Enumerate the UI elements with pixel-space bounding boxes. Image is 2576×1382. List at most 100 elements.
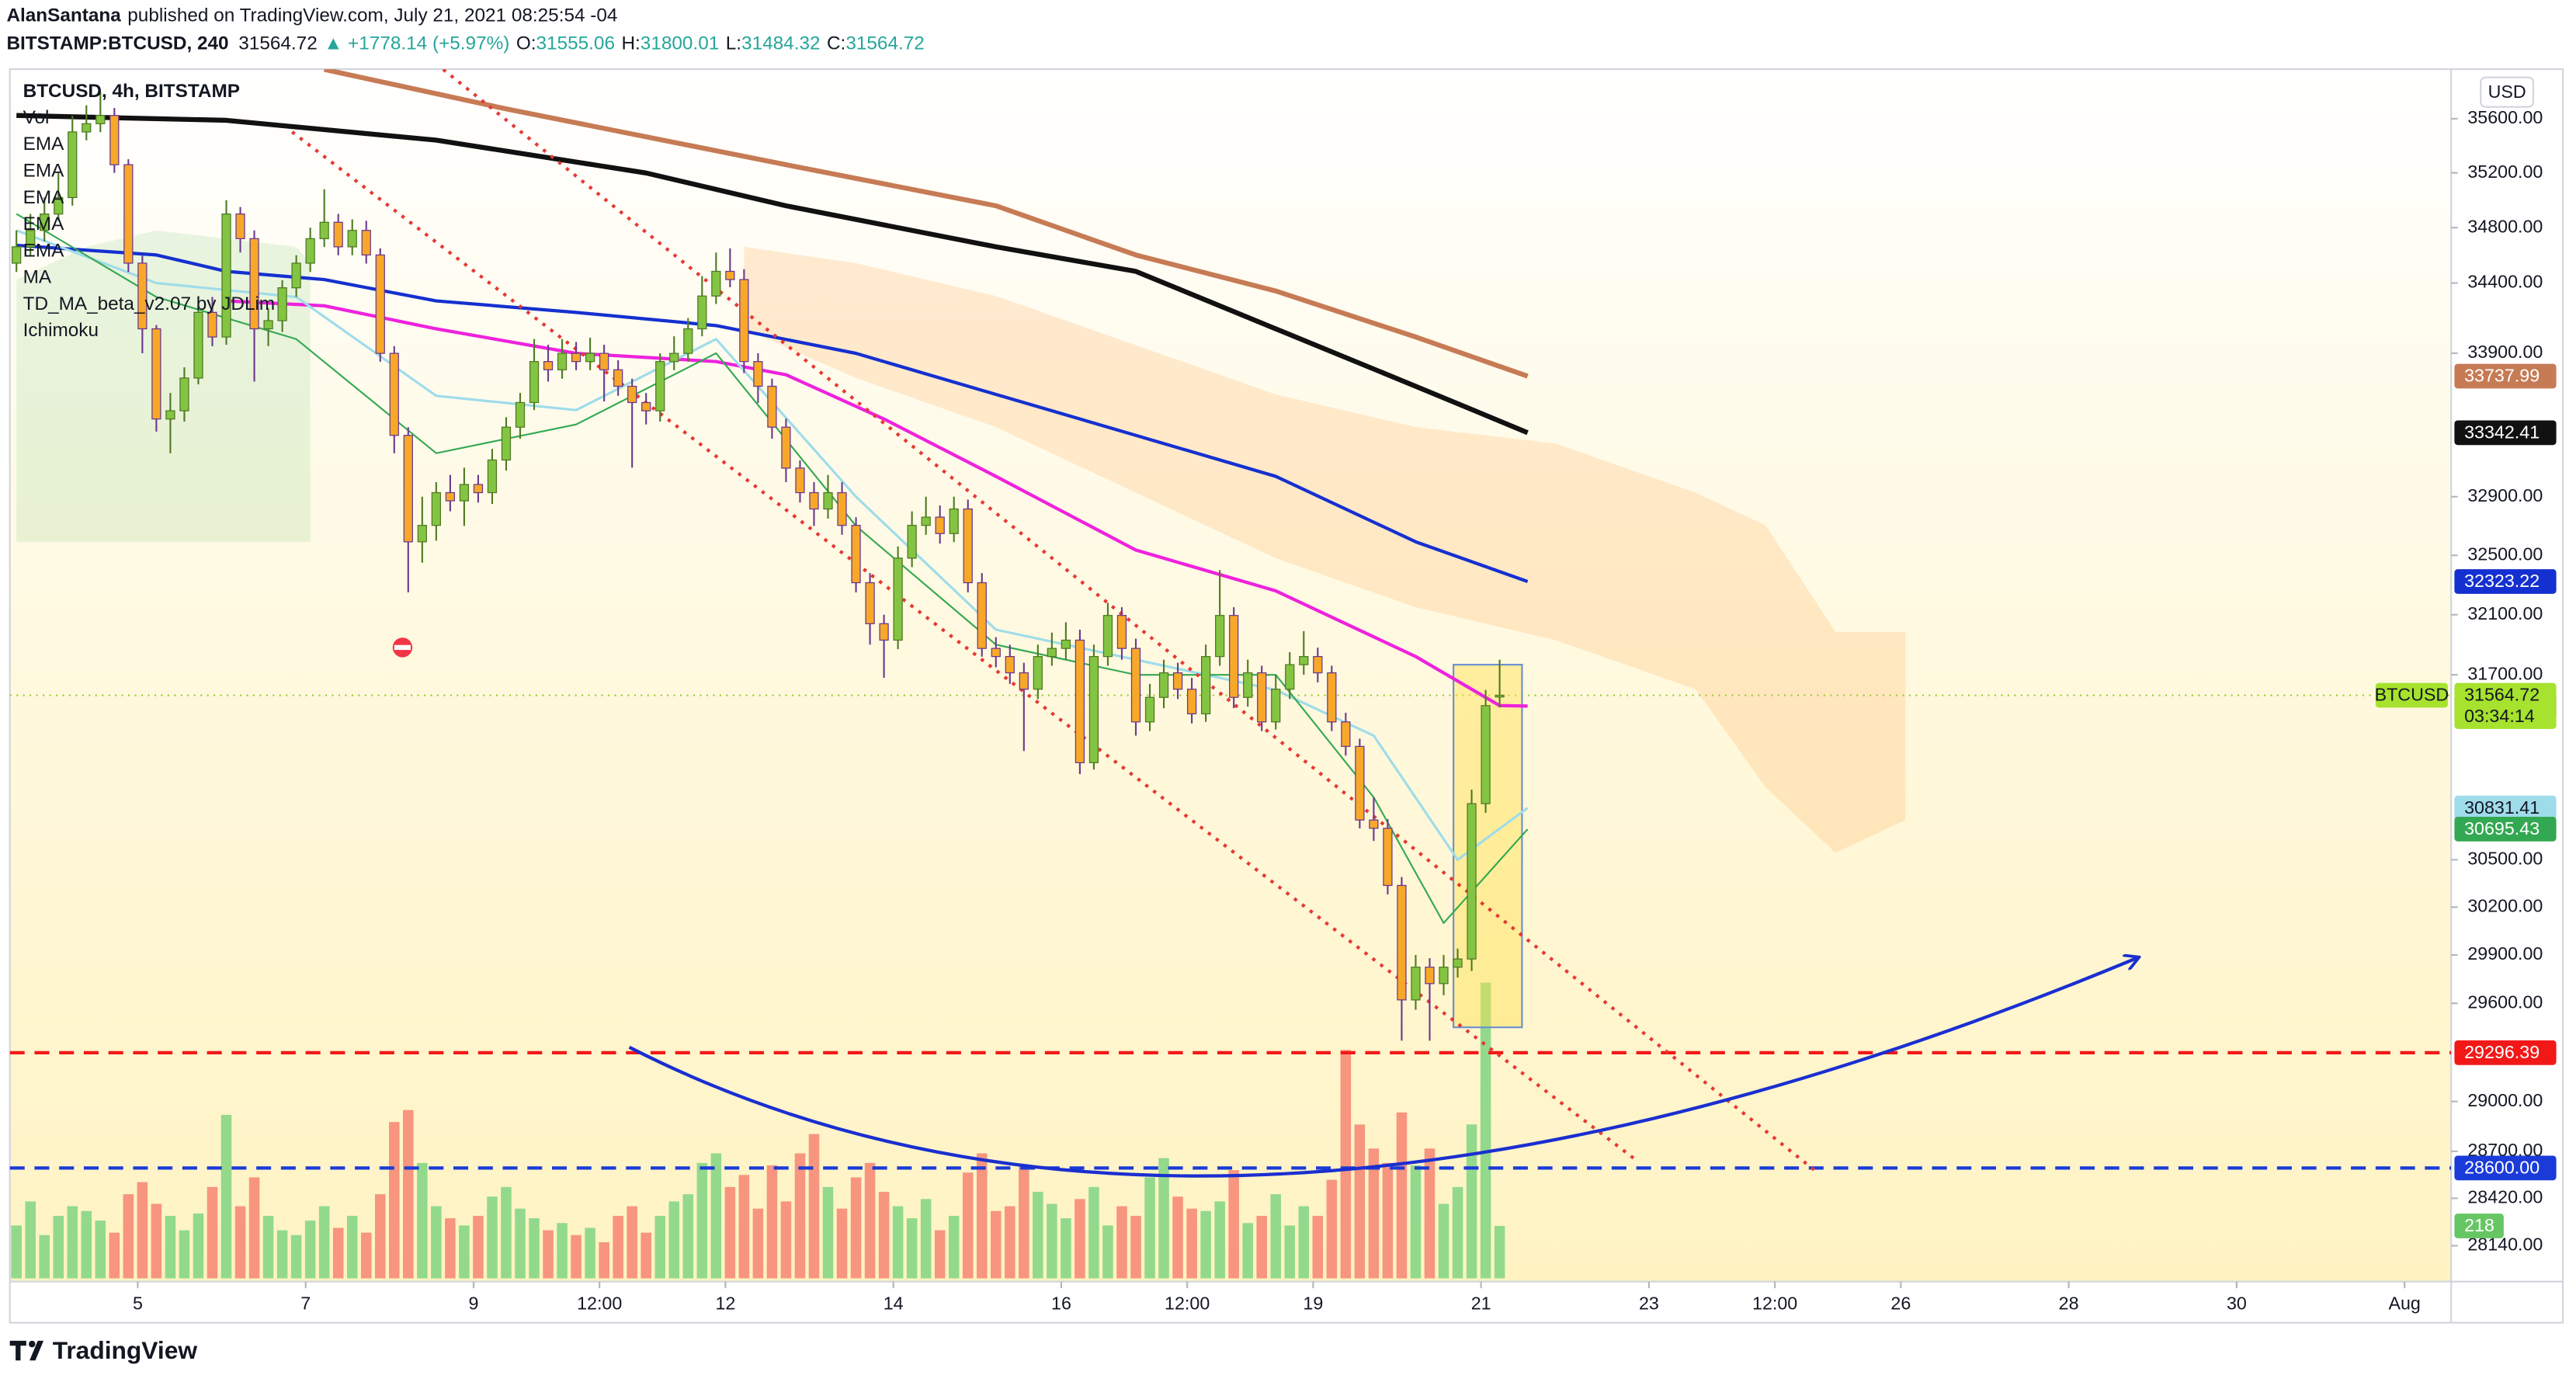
- x-tick-label: 16: [1051, 1293, 1071, 1313]
- candle-body: [1411, 967, 1421, 1001]
- candle-body: [109, 115, 120, 165]
- candle-body: [1397, 884, 1407, 1001]
- volume-bar: [822, 1186, 834, 1279]
- candle-body: [417, 525, 427, 543]
- volume-bar: [1242, 1223, 1253, 1279]
- volume-bar: [109, 1232, 120, 1279]
- price-tag: [2454, 569, 2557, 594]
- candle-body: [1172, 672, 1183, 690]
- y-tick-label: 29600.00: [2467, 991, 2543, 1012]
- volume-bar: [431, 1206, 442, 1279]
- volume-bar: [137, 1182, 148, 1279]
- volume-bar: [1074, 1199, 1085, 1279]
- header-change: ▲ +1778.14 (+5.97%): [324, 33, 509, 54]
- candle-body: [1271, 689, 1281, 723]
- volume-bar: [668, 1201, 680, 1279]
- ohlc-value: 31555.06: [536, 33, 615, 54]
- volume-bar: [654, 1215, 665, 1279]
- candle-body: [935, 516, 945, 534]
- countdown: 03:34:14: [2464, 706, 2535, 726]
- x-tick-label: 7: [300, 1293, 311, 1313]
- candle-body: [963, 508, 973, 584]
- indicator-name: EMA: [23, 187, 64, 208]
- candle-body: [1341, 721, 1351, 747]
- logo: TradingView: [9, 1336, 197, 1364]
- volume-bar: [1019, 1165, 1029, 1279]
- currency: USD: [2488, 82, 2526, 102]
- candle-body: [445, 491, 456, 502]
- volume-bar: [571, 1234, 582, 1279]
- candle-body: [585, 352, 595, 363]
- candle-body: [1313, 655, 1323, 674]
- candle-body: [879, 623, 889, 641]
- volume-bar: [234, 1206, 246, 1279]
- x-tick-label: 28: [2059, 1293, 2079, 1313]
- price-tag-label: 30831.41: [2464, 797, 2540, 818]
- volume-bar: [1410, 1165, 1422, 1279]
- volume-tag: [2454, 1214, 2504, 1238]
- candle-body: [361, 230, 371, 256]
- volume-bar: [1061, 1218, 1071, 1279]
- volume-bar: [318, 1206, 330, 1279]
- candle-body: [851, 525, 861, 584]
- volume-bar: [1088, 1186, 1099, 1279]
- volume-bar: [962, 1172, 974, 1279]
- volume-bar: [25, 1201, 36, 1279]
- volume-bar: [1284, 1225, 1296, 1279]
- candle-body: [1047, 648, 1057, 658]
- candle-body: [389, 352, 399, 436]
- volume-bar: [1326, 1179, 1338, 1279]
- volume-bar: [892, 1206, 904, 1279]
- price-tag: [2454, 1155, 2557, 1181]
- candle-body: [235, 214, 245, 240]
- candle-body: [26, 230, 36, 248]
- candle-body: [473, 484, 484, 494]
- chart-title: BTCUSD, 4h, BITSTAMP: [23, 81, 240, 102]
- candle-body: [249, 238, 259, 330]
- volume-bar: [1424, 1148, 1436, 1279]
- volume-bar: [1368, 1148, 1380, 1279]
- volume-bar: [445, 1218, 456, 1279]
- volume-bar: [1214, 1201, 1225, 1279]
- volume-bar: [11, 1225, 22, 1279]
- candle-body: [1215, 615, 1225, 658]
- candle-body: [277, 287, 287, 321]
- volume-bar: [1340, 1050, 1352, 1279]
- volume-bar: [151, 1203, 162, 1279]
- candle-body: [837, 491, 847, 526]
- x-tick-label: 26: [1890, 1293, 1911, 1313]
- candle-body: [1200, 655, 1211, 715]
- candle-body: [151, 328, 161, 420]
- candle-body: [711, 270, 721, 297]
- indicator-name: EMA: [23, 161, 64, 182]
- axes: 35600.00 35200.00 34800.00 34400.00 33900.00…: [133, 107, 2557, 1313]
- candle-body: [753, 361, 763, 387]
- volume-bar: [794, 1153, 806, 1279]
- currency-box: [2480, 76, 2535, 108]
- volume-bar: [1396, 1112, 1408, 1279]
- x-tick-label: 12:00: [1752, 1293, 1797, 1313]
- x-tick-label: 5: [133, 1293, 143, 1313]
- candle-body: [1130, 648, 1141, 723]
- volume-bar: [906, 1218, 918, 1279]
- indicator-legend: Vol EMA EMA EMA EMA EMA MA TD_MA_beta_v2.07 by …: [23, 107, 276, 341]
- publisher-name: AlanSantana: [6, 5, 121, 26]
- volume-bar: [585, 1227, 595, 1279]
- volume-bar: [262, 1215, 274, 1279]
- candle-body: [347, 230, 357, 248]
- volume-bar: [766, 1165, 778, 1279]
- x-tick-label: Aug: [2388, 1293, 2420, 1313]
- candle-body: [781, 426, 791, 469]
- candle-body: [613, 369, 623, 387]
- volume-bar: [948, 1215, 960, 1279]
- volume-bar: [1130, 1215, 1141, 1279]
- volume-bar: [641, 1232, 651, 1279]
- candle-body: [529, 361, 540, 404]
- volume-bar: [1438, 1203, 1449, 1279]
- indicator-line: [324, 69, 1529, 379]
- volume-bar: [613, 1215, 623, 1279]
- candle-body: [1144, 696, 1155, 723]
- symbol: BITSTAMP:BTCUSD, 240: [6, 33, 228, 54]
- y-tick-label: 33900.00: [2467, 342, 2543, 362]
- y-tick-label: 31700.00: [2467, 663, 2543, 683]
